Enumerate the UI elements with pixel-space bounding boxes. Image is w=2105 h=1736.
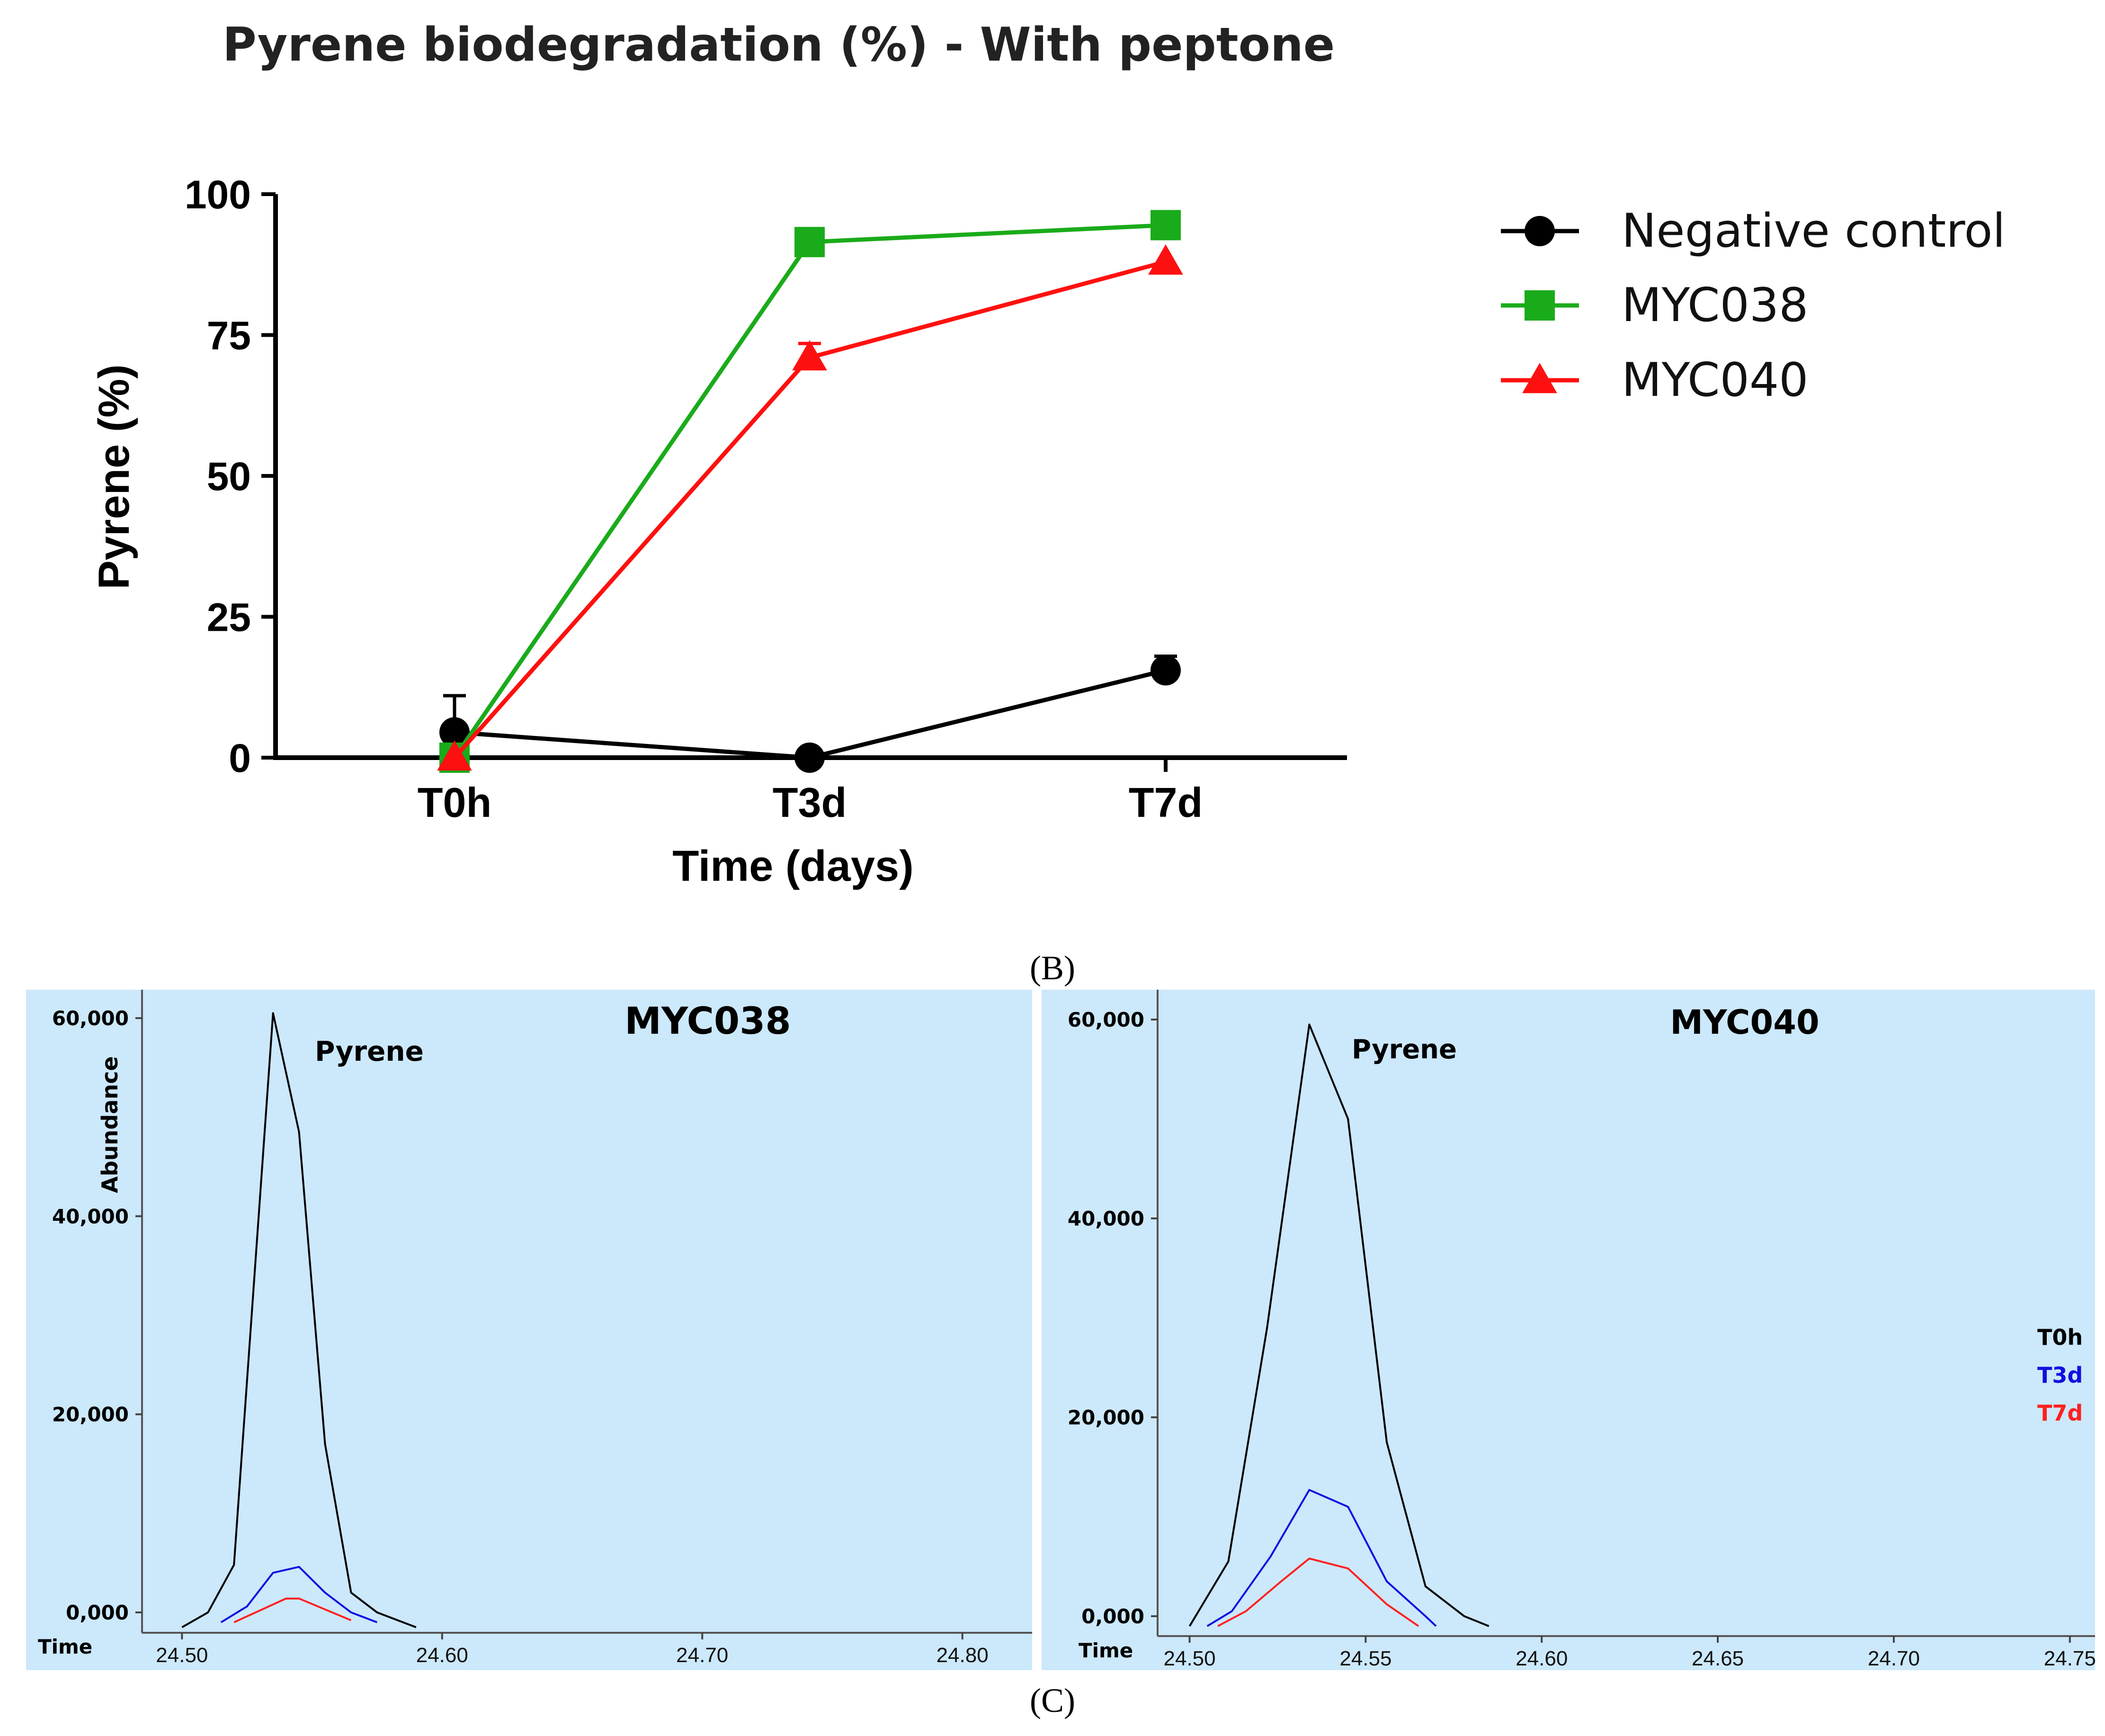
- x-tick-label: 24.80: [937, 1644, 989, 1667]
- y-tick-label: 20,000: [52, 1403, 129, 1426]
- series-myc040: [437, 244, 1183, 771]
- y-tick-label: 20,000: [1068, 1406, 1144, 1429]
- y-tick-label: 40,000: [52, 1205, 129, 1228]
- peak-label: Pyrene: [315, 1035, 424, 1067]
- data-point: [792, 340, 827, 371]
- plot-background: [26, 990, 1032, 1670]
- legend-label: MYC038: [1622, 278, 1809, 332]
- data-point: [794, 227, 825, 258]
- x-axis-label: Time (days): [672, 842, 914, 890]
- x-tick-label: 24.55: [1339, 1647, 1391, 1670]
- legend-entry: MYC040: [1501, 353, 1809, 407]
- y-tick-label: 0: [229, 736, 251, 780]
- data-point: [439, 717, 470, 748]
- y-tick-label: 40,000: [1068, 1207, 1144, 1230]
- series-myc038: [439, 210, 1181, 773]
- data-point: [1151, 210, 1181, 241]
- x-tick-label: 24.70: [1868, 1647, 1920, 1670]
- x-tick-label: 24.70: [676, 1644, 728, 1667]
- y-tick-label: 25: [207, 595, 251, 640]
- x-axis-label: Time: [1079, 1639, 1133, 1662]
- trace-t7d: [233, 1597, 352, 1623]
- trace-t7d: [1217, 1557, 1419, 1627]
- y-tick-label: 0,000: [1081, 1605, 1144, 1628]
- chromatogram-traces: [181, 1012, 417, 1629]
- legend: T0h T3d T7d: [2037, 1324, 2083, 1426]
- panel-label-b: (B): [1030, 949, 1075, 987]
- legend-marker: [1525, 216, 1555, 246]
- x-tick-label: 24.60: [1516, 1647, 1568, 1670]
- axis-ticks: 0,000 20,000 40,000 60,000 24.50 24.55 24.60 24…: [1068, 1008, 2096, 1670]
- panel-label-c: (C): [1030, 1682, 1075, 1719]
- legend-label: T7d: [2037, 1400, 2083, 1426]
- x-tick-label: T3d: [773, 779, 847, 826]
- y-tick-label: 60,000: [52, 1007, 129, 1030]
- x-tick-label: 24.60: [416, 1644, 468, 1667]
- trace-t3d: [1206, 1489, 1437, 1627]
- chart-title: Pyrene biodegradation (%) - With peptone: [223, 18, 1335, 72]
- peak-label: Pyrene: [1352, 1034, 1457, 1065]
- legend-label: T0h: [2037, 1324, 2083, 1350]
- y-tick-label: 75: [207, 313, 251, 358]
- trace-t0h: [181, 1012, 417, 1629]
- x-tick-label: T7d: [1129, 779, 1203, 826]
- y-tick-label: 60,000: [1068, 1008, 1144, 1031]
- legend-label: MYC040: [1622, 353, 1809, 407]
- trace-t0h: [1188, 1023, 1490, 1627]
- y-tick-label: 50: [207, 454, 251, 499]
- y-tick-label: 0,000: [66, 1601, 129, 1624]
- series-negative-control: [439, 654, 1181, 773]
- data-point: [794, 743, 825, 773]
- data-point: [1151, 655, 1181, 686]
- x-tick-label: 24.50: [156, 1644, 208, 1667]
- biodegradation-chart: Pyrene biodegradation (%) - With peptone…: [90, 18, 2006, 890]
- y-axis-label: Pyrene (%): [90, 364, 138, 590]
- data-point: [437, 740, 472, 771]
- legend-label: T3d: [2037, 1362, 2083, 1388]
- legend-entry: Negative control: [1501, 204, 2006, 258]
- x-tick-label: 24.65: [1692, 1647, 1744, 1670]
- y-axis-ticks: 0 25 50 75 100: [185, 172, 276, 780]
- chart-series: [437, 210, 1183, 773]
- chromatogram-title: MYC040: [1670, 1003, 1819, 1042]
- trace-t3d: [220, 1566, 378, 1623]
- x-tick-label: 24.75: [2044, 1647, 2096, 1670]
- legend-marker: [1522, 363, 1557, 394]
- chromatogram-traces: [1188, 1023, 1490, 1627]
- chromatogram-title: MYC038: [624, 1000, 791, 1043]
- x-tick-label: T0h: [418, 779, 491, 826]
- x-tick-label: 24.50: [1164, 1647, 1216, 1670]
- y-axis-label: Abundance: [97, 1056, 123, 1193]
- series-line: [453, 260, 1167, 759]
- data-point: [1148, 244, 1183, 275]
- x-axis-label: Time: [38, 1635, 92, 1658]
- legend: Negative control MYC038 MYC040: [1501, 204, 2006, 407]
- legend-entry: MYC038: [1501, 278, 1809, 332]
- y-tick-label: 100: [185, 172, 251, 217]
- legend-label: Negative control: [1622, 204, 2006, 258]
- axis-ticks: 0,000 20,000 40,000 60,000 24.50 24.60 24.70 24…: [52, 1007, 989, 1667]
- legend-marker: [1525, 290, 1555, 321]
- plot-background: [1042, 990, 2095, 1670]
- chromatogram-myc040: 0,000 20,000 40,000 60,000 24.50 24.55 24.60 24…: [1042, 990, 2096, 1670]
- chromatogram-myc038: 0,000 20,000 40,000 60,000 24.50 24.60 24.70 24…: [26, 990, 1032, 1670]
- series-line: [453, 223, 1166, 759]
